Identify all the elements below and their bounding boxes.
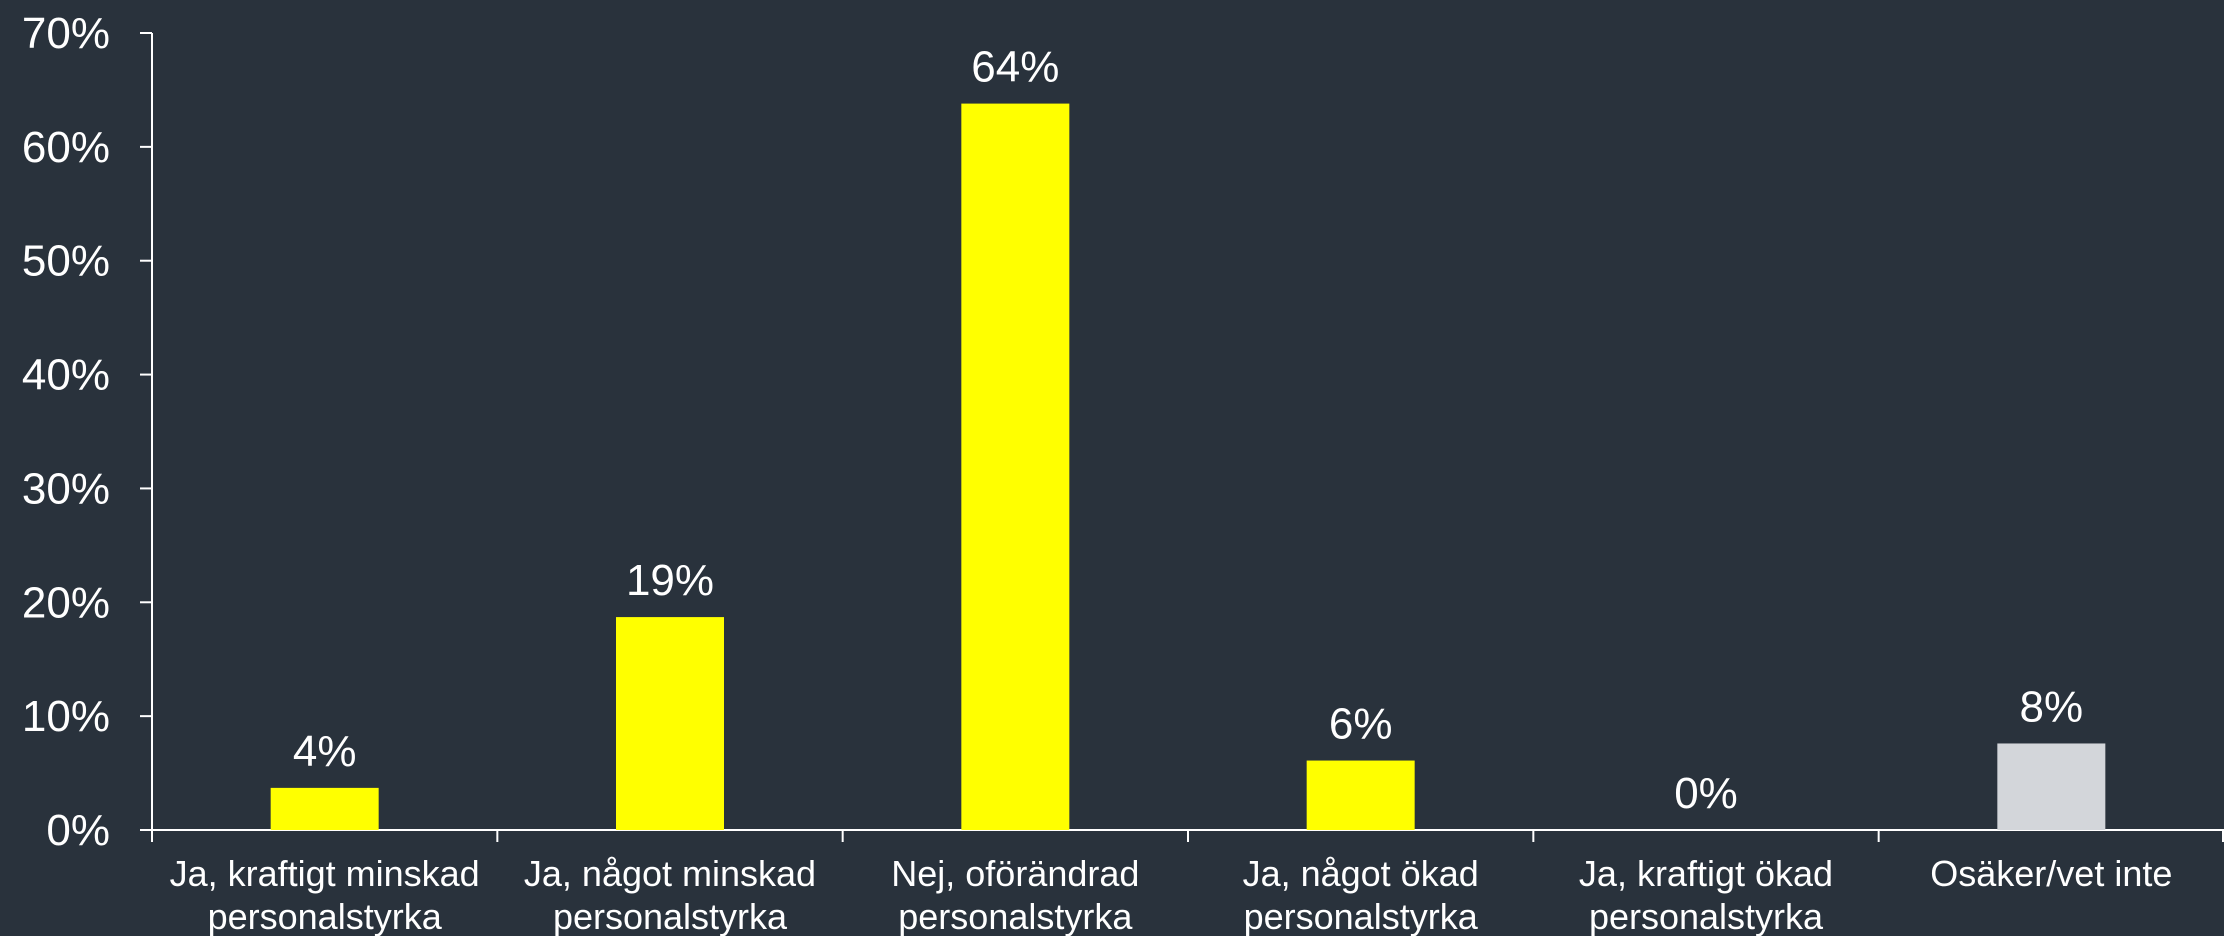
x-axis: [151, 829, 2224, 842]
data-label: 64%: [971, 43, 1059, 92]
bar: [616, 617, 724, 830]
bar: [1997, 743, 2106, 830]
bar: [1306, 760, 1415, 830]
category-label: Ja, kraftigt ökad: [1579, 853, 1833, 894]
data-label: 4%: [293, 727, 357, 776]
bar: [270, 787, 379, 830]
data-label: 6%: [1329, 700, 1393, 749]
category-label: Nej, oförändrad: [891, 853, 1139, 894]
y-tick-label: 40%: [22, 351, 110, 400]
category-label: Ja, något minskad: [524, 853, 816, 894]
category-label: personalstyrka: [898, 896, 1133, 936]
y-axis: 0% 10% 20% 30% 40% 50% 60% 70%: [22, 9, 153, 855]
data-label: 0%: [1674, 769, 1738, 818]
data-label: 19%: [626, 556, 714, 605]
y-tick-label: 70%: [22, 9, 110, 58]
bars: [270, 103, 2106, 830]
data-label: 8%: [2020, 682, 2084, 731]
y-tick-label: 0%: [46, 806, 110, 855]
y-tick-label: 60%: [22, 123, 110, 172]
category-label: personalstyrka: [1244, 896, 1479, 936]
category-label: Ja, något ökad: [1243, 853, 1479, 894]
bar: [961, 103, 1070, 830]
data-labels: 4% 19% 64% 6% 0% 8%: [293, 43, 2083, 818]
category-label: Ja, kraftigt minskad: [170, 853, 480, 894]
category-label: personalstyrka: [1589, 896, 1824, 936]
y-tick-label: 10%: [22, 692, 110, 741]
category-label: Osäker/vet inte: [1930, 853, 2172, 894]
category-label: personalstyrka: [553, 896, 788, 936]
y-tick-label: 30%: [22, 464, 110, 513]
y-tick-label: 20%: [22, 578, 110, 627]
y-tick-label: 50%: [22, 237, 110, 286]
category-label: personalstyrka: [208, 896, 443, 936]
